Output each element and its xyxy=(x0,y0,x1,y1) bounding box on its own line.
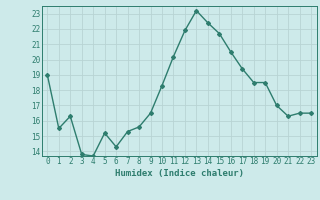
X-axis label: Humidex (Indice chaleur): Humidex (Indice chaleur) xyxy=(115,169,244,178)
